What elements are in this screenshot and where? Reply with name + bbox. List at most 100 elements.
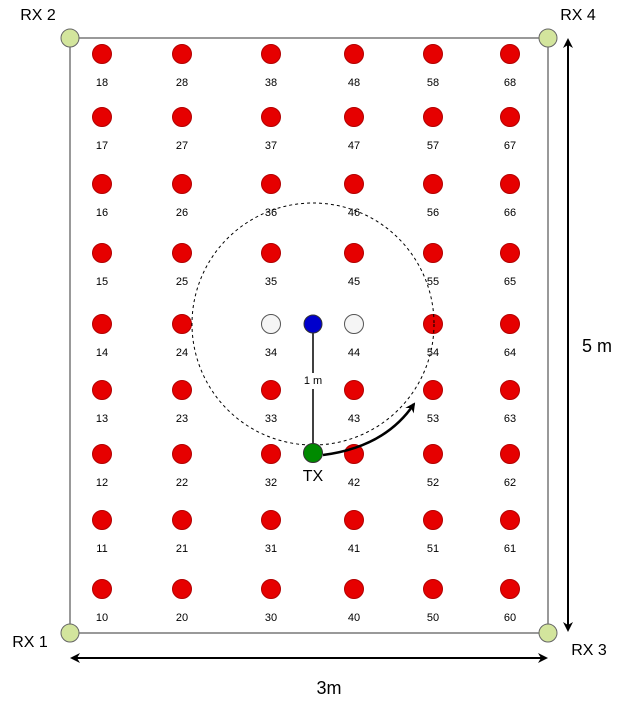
grid-label: 55 (427, 276, 439, 288)
grid-label: 41 (348, 543, 360, 555)
grid-point (92, 579, 112, 599)
grid-point (344, 243, 364, 263)
grid-point (261, 579, 281, 599)
grid-label: 37 (265, 140, 277, 152)
grid-label: 11 (96, 543, 107, 555)
width-label: 3m (316, 678, 341, 698)
grid-point (261, 243, 281, 263)
radius-circle (191, 202, 435, 446)
grid-label: 15 (96, 276, 108, 288)
grid-label: 54 (427, 347, 439, 359)
rx-label: RX 4 (560, 7, 596, 24)
grid-label: 42 (348, 477, 360, 489)
grid-label: 56 (427, 207, 439, 219)
grid-label: 51 (427, 543, 439, 555)
grid-point (500, 174, 520, 194)
grid-label: 34 (265, 347, 277, 359)
grid-point (423, 174, 443, 194)
rx-label: RX 1 (12, 634, 48, 651)
grid-label: 57 (427, 140, 439, 152)
grid-label: 38 (265, 77, 277, 89)
rotation-arrow (322, 402, 416, 457)
grid-point (500, 44, 520, 64)
grid-label: 45 (348, 276, 360, 288)
center-node (303, 314, 323, 334)
grid-label: 22 (176, 477, 188, 489)
grid-point (92, 174, 112, 194)
grid-label: 32 (265, 477, 277, 489)
grid-label: 64 (504, 347, 516, 359)
grid-point (172, 243, 192, 263)
grid-label: 14 (96, 347, 108, 359)
grid-point (344, 107, 364, 127)
grid-point (172, 579, 192, 599)
grid-label: 17 (96, 140, 108, 152)
grid-point (92, 107, 112, 127)
grid-label: 65 (504, 276, 516, 288)
grid-point (423, 380, 443, 400)
grid-point (172, 510, 192, 530)
grid-label: 62 (504, 477, 516, 489)
grid-point (500, 243, 520, 263)
rx-node (538, 28, 558, 48)
grid-point (344, 174, 364, 194)
tx-node (303, 443, 323, 463)
grid-point (500, 380, 520, 400)
grid-label: 44 (348, 347, 360, 359)
grid-label: 23 (176, 413, 188, 425)
grid-label: 12 (96, 477, 108, 489)
grid-point (423, 579, 443, 599)
grid-point (261, 510, 281, 530)
grid-point (344, 510, 364, 530)
grid-label: 25 (176, 276, 188, 288)
grid-label: 36 (265, 207, 277, 219)
rx-label: RX 3 (571, 642, 607, 659)
grid-label: 58 (427, 77, 439, 89)
grid-point (423, 510, 443, 530)
grid-label: 10 (96, 612, 108, 624)
grid-point (172, 107, 192, 127)
radius-label: 1 m (304, 375, 322, 387)
grid-point (500, 510, 520, 530)
grid-point (261, 44, 281, 64)
grid-label: 35 (265, 276, 277, 288)
grid-label: 13 (96, 413, 108, 425)
grid-point (172, 380, 192, 400)
grid-label: 26 (176, 207, 188, 219)
grid-point (423, 243, 443, 263)
grid-point (92, 44, 112, 64)
grid-point (344, 314, 364, 334)
radius-label-bg (300, 373, 326, 389)
rx-label: RX 2 (20, 7, 56, 24)
grid-point (423, 314, 443, 334)
grid-point (423, 107, 443, 127)
grid-point (92, 510, 112, 530)
grid-label: 30 (265, 612, 277, 624)
grid-point (172, 44, 192, 64)
grid-point (261, 444, 281, 464)
grid-label: 53 (427, 413, 439, 425)
grid-label: 60 (504, 612, 516, 624)
grid: 18 28 38 48 58 68 17 27 37 47 57 67 16 26 36 46 56 66 15 25… (92, 44, 520, 624)
grid-label: 18 (96, 77, 108, 89)
grid-point (92, 380, 112, 400)
grid-point (500, 107, 520, 127)
grid-label: 28 (176, 77, 188, 89)
grid-label: 50 (427, 612, 439, 624)
grid-point (423, 444, 443, 464)
grid-label: 47 (348, 140, 360, 152)
grid-label: 20 (176, 612, 188, 624)
grid-point (500, 314, 520, 334)
grid-point (172, 174, 192, 194)
grid-label: 48 (348, 77, 360, 89)
grid-point (344, 44, 364, 64)
grid-point (92, 314, 112, 334)
grid-point (261, 314, 281, 334)
rx-node (538, 623, 558, 643)
grid-point (92, 444, 112, 464)
grid-point (261, 107, 281, 127)
grid-label: 66 (504, 207, 516, 219)
rx-node (60, 28, 80, 48)
grid-label: 33 (265, 413, 277, 425)
grid-label: 67 (504, 140, 516, 152)
